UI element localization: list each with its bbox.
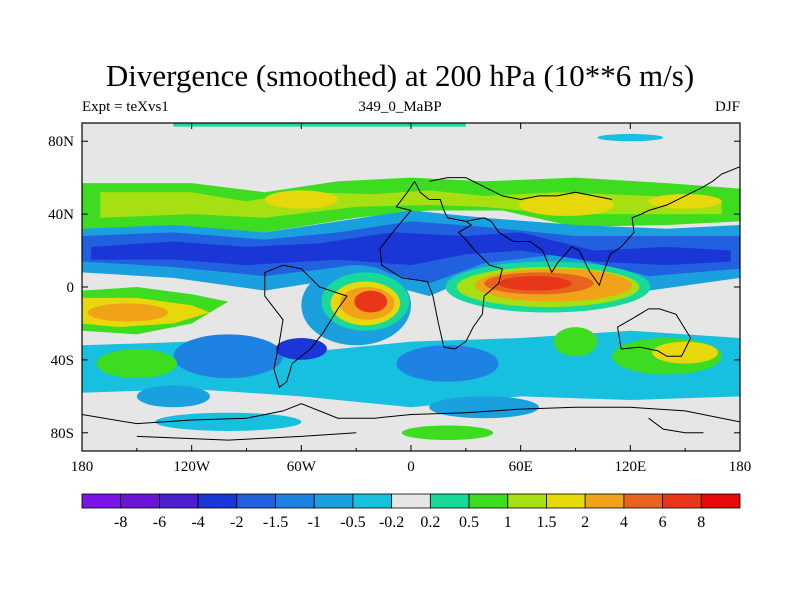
indian-red	[498, 276, 572, 291]
sh-blue-antarctic	[429, 396, 539, 419]
colorbar-swatch	[275, 493, 315, 509]
coastlines	[82, 166, 740, 441]
y-tick-label: 40S	[51, 353, 74, 369]
sh-green-antarctic	[401, 425, 494, 441]
colorbar-label: -4	[191, 514, 204, 531]
colorbar-label: 8	[697, 514, 705, 531]
convergence-belt-core	[91, 232, 731, 266]
sh-blue-pacific	[173, 334, 284, 379]
colorbar-swatch	[236, 493, 276, 509]
colorbar-label: -0.2	[379, 514, 404, 531]
colorbar-label: -8	[114, 514, 127, 531]
colorbar-swatch	[662, 493, 702, 509]
y-tick-label: 0	[67, 280, 75, 296]
x-tick-label: 60W	[287, 459, 317, 475]
colorbar-label: -0.5	[340, 514, 365, 531]
africa-red	[354, 290, 388, 313]
coast-antarctica-east	[648, 417, 704, 434]
colorbar-label: -2	[230, 514, 243, 531]
colorbar-swatch	[391, 493, 431, 509]
coast-asia	[465, 166, 740, 287]
colorbar-swatch	[623, 493, 663, 509]
season-label: DJF	[714, 99, 740, 115]
y-tick-label: 80S	[51, 426, 74, 442]
colorbar-swatch	[468, 493, 509, 509]
colorbar-swatch	[81, 493, 122, 509]
x-axis: 180 120W 60W 0 60E 120E 180	[71, 123, 752, 475]
colorbar-swatch	[120, 493, 160, 509]
colorbar-swatch	[507, 493, 547, 509]
y-tick-label: 80N	[48, 134, 74, 150]
colorbar-label: 4	[620, 514, 628, 531]
colorbar-label: 1.5	[536, 514, 556, 531]
colorbar-label: 0.2	[420, 514, 440, 531]
colorbar-swatch	[584, 493, 625, 509]
colorbar-label: -6	[153, 514, 166, 531]
coast-australia	[617, 308, 692, 357]
arctic-blue	[597, 133, 664, 142]
colorbar-swatch	[429, 493, 470, 509]
colorbar-label: 6	[659, 514, 667, 531]
colorbar-swatch	[352, 493, 393, 509]
x-tick-label: 120E	[614, 459, 646, 475]
sh-yellow-australia	[652, 341, 719, 364]
colorbar: -8 -6 -4 -2 -1.5 -1 -0.5 -0.2 0.2 0.5 1 1.5 2 4 6 8	[81, 493, 741, 531]
y-axis: 80N 40N 0 40S 80S	[48, 134, 740, 442]
contour-fills	[82, 123, 740, 441]
sh-blue-south	[136, 385, 210, 408]
colorbar-label: 1	[504, 514, 512, 531]
coast-africa-europe	[379, 181, 503, 350]
x-tick-label: 60E	[509, 459, 533, 475]
colorbar-swatch	[700, 493, 741, 509]
coast-antarctica	[82, 403, 740, 425]
colorbar-swatch	[313, 493, 354, 509]
nh-divergence-core-atlantic	[264, 190, 338, 209]
colorbar-label: -1.5	[263, 514, 288, 531]
colorbar-label: 0.5	[459, 514, 479, 531]
sh-green-indian	[553, 327, 598, 357]
x-tick-label: 180	[71, 459, 94, 475]
experiment-label: Expt = teXvs1	[82, 99, 169, 115]
plot-title: Divergence (smoothed) at 200 hPa (10**6 …	[105, 58, 695, 93]
coast-north-asia	[429, 177, 613, 201]
x-tick-label: 180	[729, 459, 752, 475]
colorbar-label: 2	[581, 514, 589, 531]
colorbar-swatch	[159, 493, 199, 509]
sh-green-pacific	[96, 348, 178, 379]
x-tick-label: 0	[407, 459, 415, 475]
case-label: 349_0_MaBP	[358, 99, 442, 115]
coast-south-america	[264, 264, 348, 389]
colorbar-swatch	[197, 493, 238, 509]
nh-divergence-core-asia	[518, 194, 614, 216]
sh-blue-antarctic-west	[155, 412, 302, 431]
x-tick-label: 120W	[173, 459, 211, 475]
y-tick-label: 40N	[48, 207, 74, 223]
sh-blue-atlantic	[396, 345, 499, 382]
tropical-pacific-orange	[87, 303, 168, 322]
colorbar-swatch	[546, 493, 586, 509]
arctic-green	[173, 123, 466, 127]
coast-antarctica-inner	[136, 432, 357, 441]
colorbar-label: -1	[308, 514, 321, 531]
